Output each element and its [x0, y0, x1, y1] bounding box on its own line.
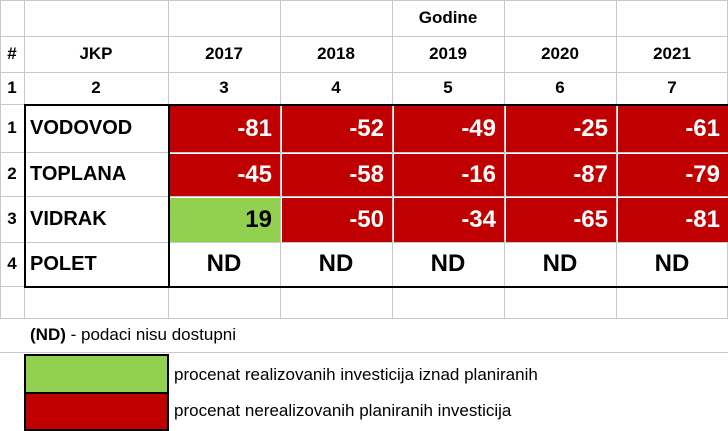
grid-vline	[504, 0, 505, 318]
year-header-2018: 2018	[317, 44, 355, 63]
row-number: 2	[7, 164, 17, 183]
value-cell-2018: -52	[282, 106, 392, 152]
index-cell: 3	[219, 78, 229, 97]
grid-hline	[0, 352, 728, 353]
value-cell-2018: ND	[318, 250, 354, 277]
row-number-header: #	[7, 44, 17, 63]
nd-note: (ND) - podaci nisu dostupni	[30, 325, 236, 345]
years-group-header: Godine	[418, 8, 478, 27]
grid-hline	[0, 0, 728, 1]
value-cell-2021: -61	[618, 106, 728, 152]
value-cell-2019: -16	[394, 154, 504, 196]
row-number: 1	[7, 118, 17, 137]
index-cell: 4	[331, 78, 341, 97]
grid-hline	[0, 242, 728, 243]
index-cell: 6	[555, 78, 565, 97]
year-header-2017: 2017	[205, 44, 243, 63]
index-cell: 5	[443, 78, 453, 97]
value-cell-2017: ND	[206, 250, 242, 277]
grid-hline	[0, 72, 728, 73]
year-header-2021: 2021	[653, 44, 691, 63]
value-cell-2021: ND	[654, 250, 690, 277]
index-cell: 1	[7, 78, 17, 97]
table-border	[24, 104, 728, 106]
value-cell-2020: -87	[506, 154, 616, 196]
value-cell-2017: -45	[170, 154, 280, 196]
value-cell-2020: ND	[542, 250, 578, 277]
table-border	[168, 104, 170, 286]
jkp-name: POLET	[30, 252, 97, 275]
year-header-2019: 2019	[429, 44, 467, 63]
row-number: 3	[7, 209, 17, 228]
grid-vline	[0, 0, 1, 318]
grid-vline	[280, 0, 281, 318]
legend-green-label: procenat realizovanih investicija iznad …	[174, 365, 538, 384]
row-number: 4	[7, 254, 17, 273]
value-cell-2018: -58	[282, 154, 392, 196]
year-header-2020: 2020	[541, 44, 579, 63]
table-border	[24, 286, 728, 288]
legend-red-label: procenat nerealizovanih planiranih inves…	[174, 401, 512, 420]
value-cell-2021: -79	[618, 154, 728, 196]
value-cell-2020: -25	[506, 106, 616, 152]
value-cell-2019: ND	[430, 250, 466, 277]
value-cell-2018: -50	[282, 198, 392, 242]
jkp-name: TOPLANA	[30, 162, 127, 185]
grid-hline	[0, 36, 728, 37]
grid-hline	[0, 196, 728, 197]
nd-abbr: (ND)	[30, 325, 66, 344]
value-cell-2019: -49	[394, 106, 504, 152]
value-cell-2021: -81	[618, 198, 728, 242]
value-cell-2017: -81	[170, 106, 280, 152]
grid-hline	[0, 318, 728, 319]
legend-green-swatch	[24, 354, 169, 394]
table-border	[24, 104, 26, 288]
grid-vline	[392, 0, 393, 318]
jkp-header: JKP	[79, 44, 113, 63]
value-cell-2019: -34	[394, 198, 504, 242]
value-cell-2020: -65	[506, 198, 616, 242]
grid-hline	[0, 152, 728, 153]
legend-red-swatch	[24, 392, 169, 431]
grid-vline	[616, 0, 617, 318]
jkp-name: VODOVOD	[30, 116, 133, 139]
nd-note-text: - podaci nisu dostupni	[65, 325, 236, 344]
index-cell: 7	[667, 78, 677, 97]
index-cell: 2	[91, 78, 101, 97]
value-cell-2017: 19	[170, 198, 280, 242]
jkp-name: VIDRAK	[30, 207, 107, 230]
